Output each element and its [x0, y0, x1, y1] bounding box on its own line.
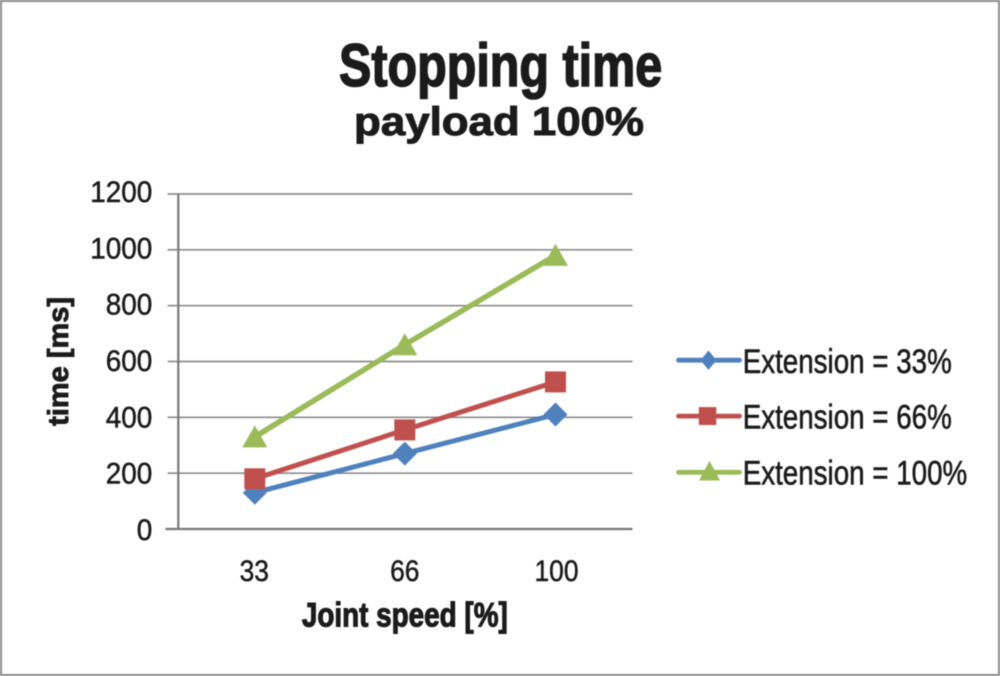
svg-text:66: 66: [390, 553, 419, 587]
svg-text:1000: 1000: [90, 232, 152, 265]
svg-text:400: 400: [106, 401, 153, 434]
svg-text:100: 100: [534, 553, 578, 587]
svg-text:800: 800: [106, 289, 153, 322]
svg-text:200: 200: [106, 458, 153, 491]
svg-text:Extension = 66%: Extension = 66%: [743, 398, 952, 437]
svg-text:33: 33: [240, 553, 269, 587]
svg-text:Stopping time: Stopping time: [339, 32, 662, 99]
svg-text:Joint speed [%]: Joint speed [%]: [302, 596, 508, 634]
svg-text:Extension = 33%: Extension = 33%: [743, 342, 952, 381]
svg-text:0: 0: [137, 514, 153, 547]
svg-text:Extension = 100%: Extension = 100%: [743, 454, 968, 493]
svg-text:600: 600: [106, 345, 153, 378]
svg-text:payload 100%: payload 100%: [354, 99, 644, 144]
svg-text:time [ms]: time [ms]: [43, 297, 75, 426]
svg-text:1200: 1200: [90, 176, 152, 209]
